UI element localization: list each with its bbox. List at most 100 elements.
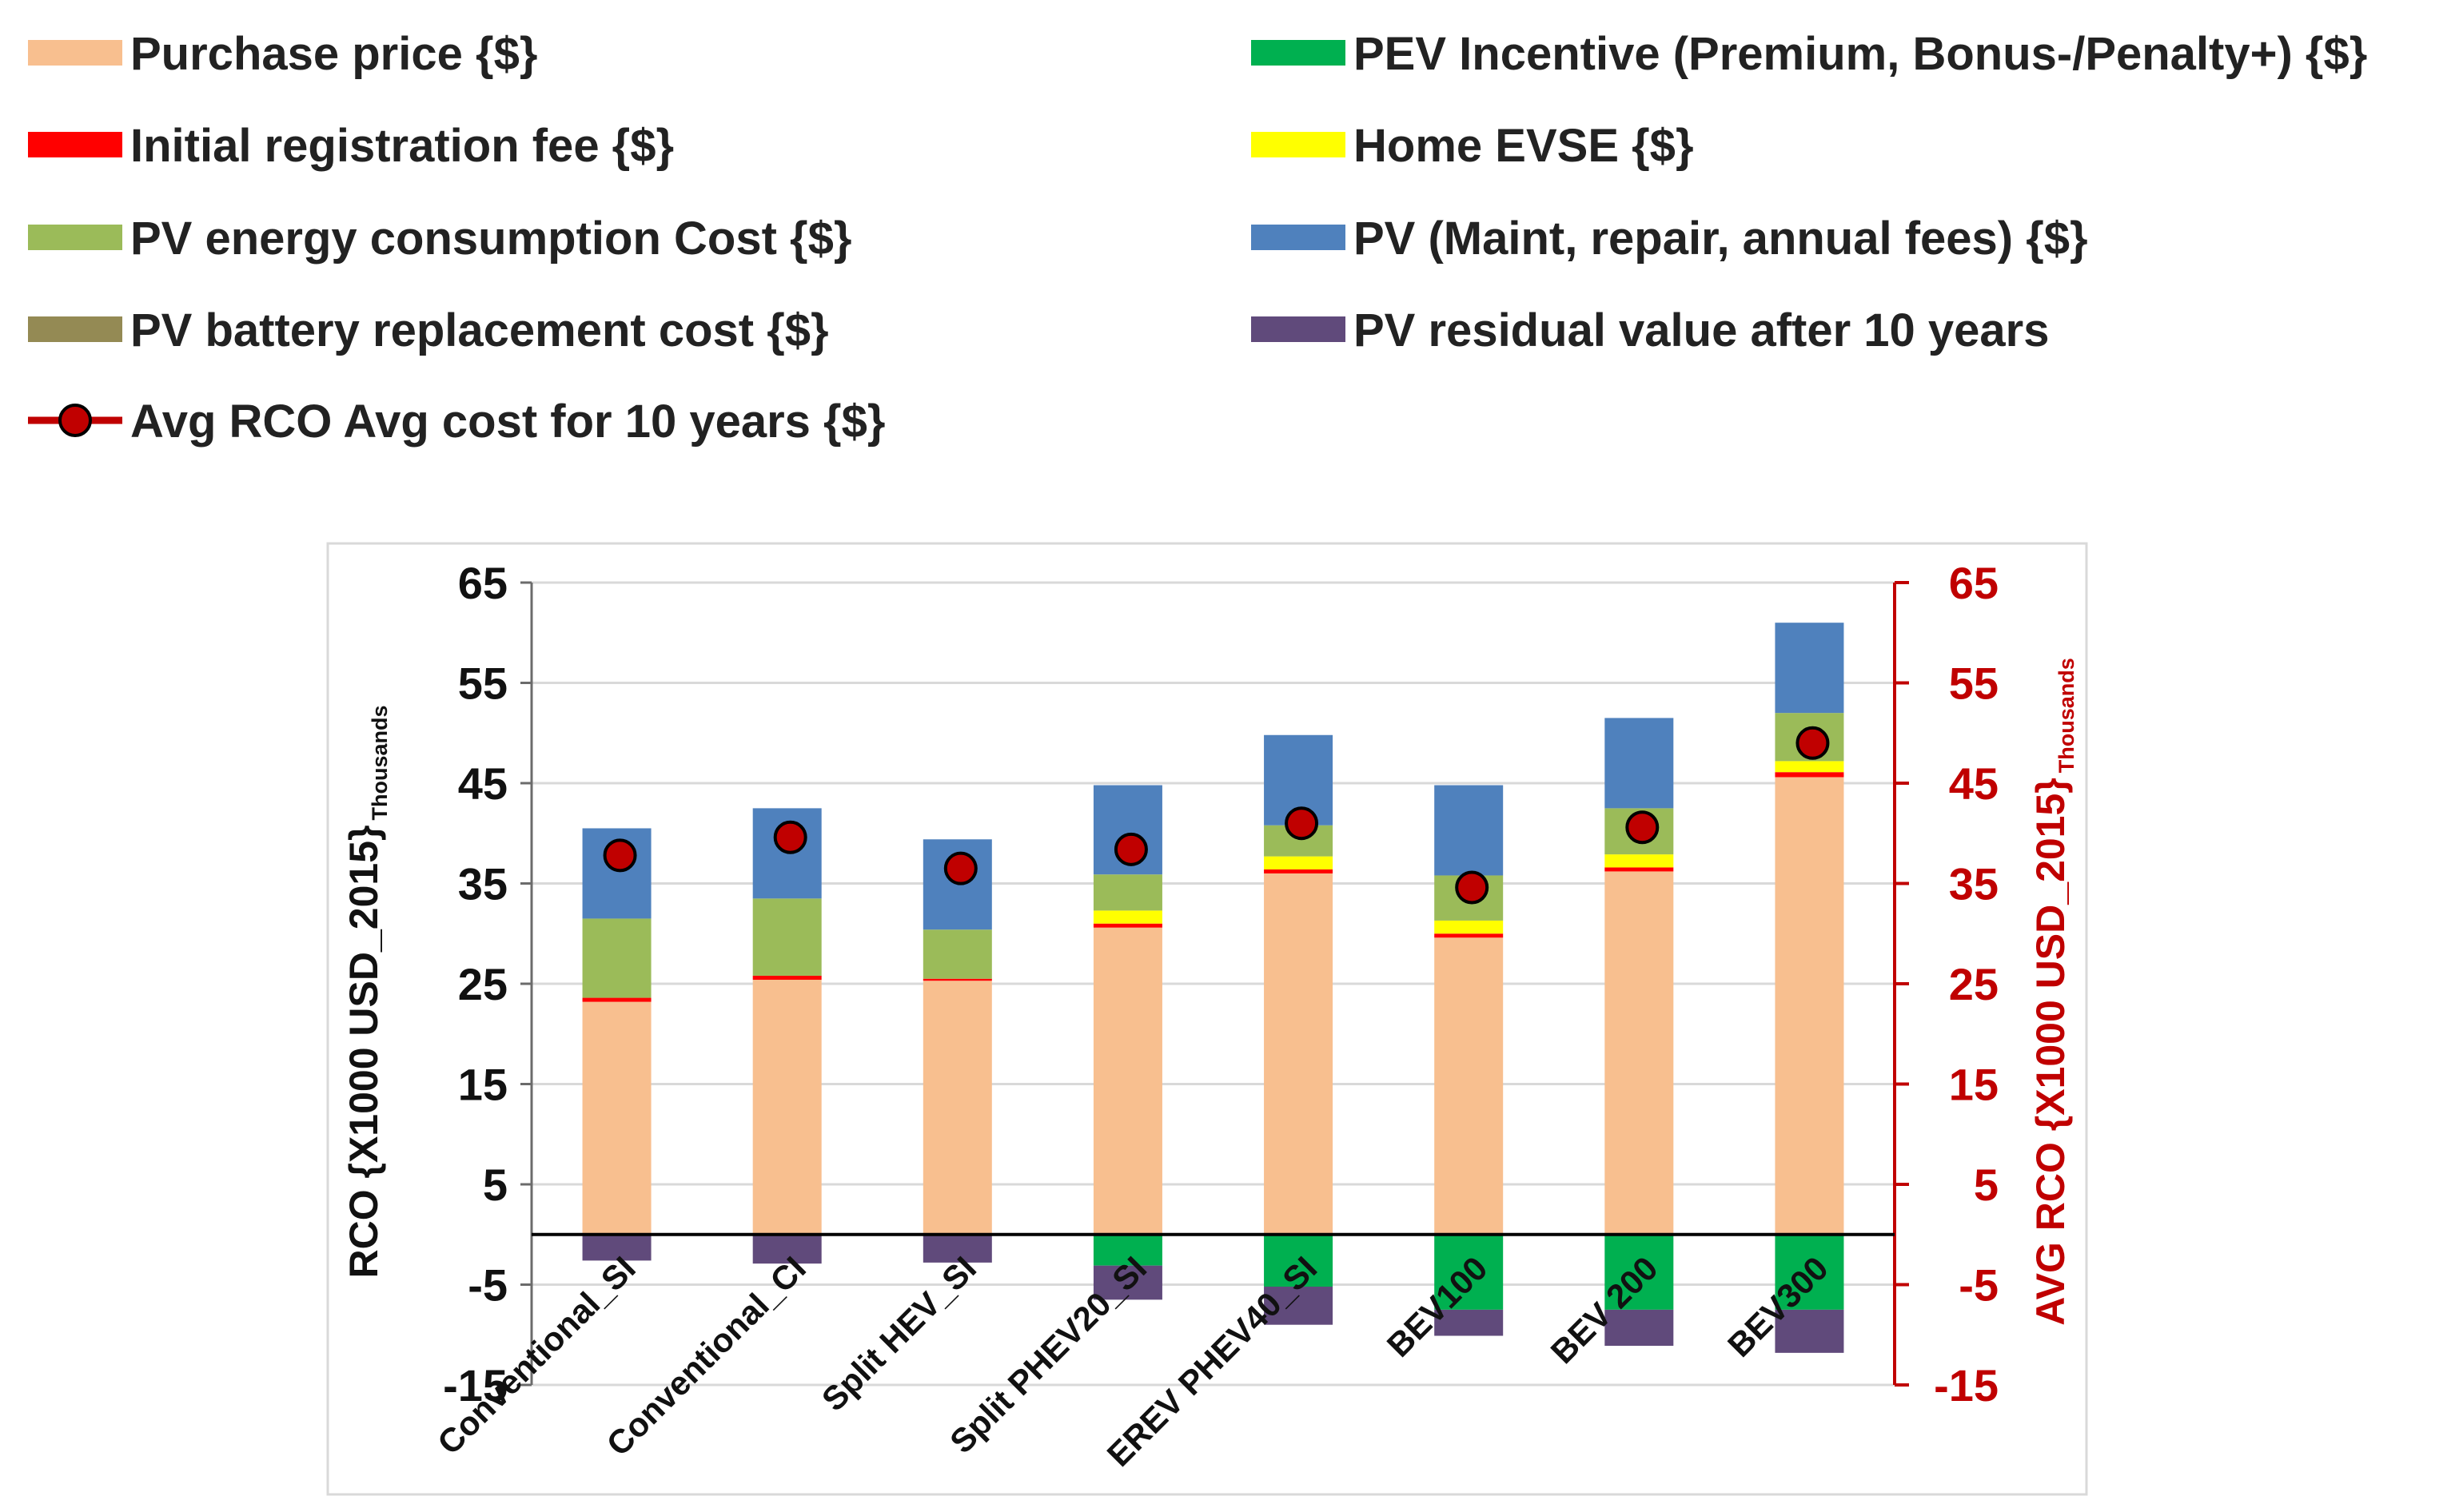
bar-segment-initial-registration-fee	[1775, 772, 1844, 778]
legend-item-pv-residual-value-after-10-years: PV residual value after 10 years	[1251, 304, 2050, 356]
avg-rco-marker	[603, 838, 637, 873]
legend-swatch	[28, 225, 122, 250]
bar-segment-purchase-price	[752, 979, 822, 1235]
bar-segment-initial-registration-fee	[582, 997, 652, 1002]
legend-label: Initial registration fee {$}	[130, 120, 674, 172]
legend-item-pev-incentive-premium-bonus-penalty: PEV Incentive (Premium, Bonus-/Penalty+)…	[1251, 28, 2367, 80]
legend-item-pv-energy-consumption-cost: PV energy consumption Cost {$}	[28, 213, 851, 265]
bar-segment-pv-residual-value-after-10-years	[582, 1234, 652, 1261]
bar-segment-initial-registration-fee	[1093, 923, 1162, 928]
bar-segment-home-evse	[1604, 854, 1674, 868]
legend-label: PV energy consumption Cost {$}	[130, 213, 851, 265]
bar-segment-purchase-price	[1264, 873, 1333, 1235]
bar-stack-conventional-ci	[752, 808, 822, 1264]
bar-stack-bev-200	[1604, 718, 1674, 1347]
bar-segment-initial-registration-fee	[1434, 933, 1504, 938]
bar-segment-pv-maint-repair-annual-fees	[1604, 718, 1674, 809]
bar-segment-pv-energy-consumption-cost	[923, 929, 992, 979]
bar-segment-pv-residual-value-after-10-years	[1434, 1309, 1504, 1336]
legend-item-home-evse: Home EVSE {$}	[1251, 120, 1694, 172]
bar-stack-bev100	[1434, 785, 1504, 1336]
bar-segment-purchase-price	[1775, 777, 1844, 1235]
bar-segment-home-evse	[1264, 856, 1333, 869]
right-axis-unit: Thousands	[2054, 658, 2078, 773]
left-tick-label: 35	[458, 859, 508, 909]
bar-segment-initial-registration-fee	[923, 978, 992, 981]
bar-segment-pv-energy-consumption-cost	[1093, 874, 1162, 911]
bar-segment-pev-incentive-premium-bonus-penalty	[1264, 1234, 1333, 1287]
bar-segment-pev-incentive-premium-bonus-penalty	[1434, 1234, 1504, 1310]
legend-marker-swatch	[58, 404, 92, 437]
left-tick-label: 15	[458, 1060, 508, 1110]
left-tick-label: -5	[468, 1260, 508, 1311]
bar-segment-home-evse	[1093, 910, 1162, 924]
right-tick-label: -5	[1959, 1260, 1999, 1311]
left-tick-label: 45	[458, 758, 508, 809]
legend-item-pv-maint-repair-annual-fees: PV (Maint, repair, annual fees) {$}	[1251, 213, 2088, 265]
legend-label: PV residual value after 10 years	[1353, 304, 2050, 356]
legend-swatch	[1251, 316, 1345, 342]
right-tick-label: 15	[1949, 1060, 1999, 1110]
bar-stack-conventional-si	[582, 828, 652, 1261]
stacked-bars	[582, 623, 1844, 1353]
right-tick-label: 25	[1949, 959, 1999, 1009]
bar-segment-pev-incentive-premium-bonus-penalty	[1093, 1234, 1162, 1266]
legend-item-pv-battery-replacement-cost: PV battery replacement cost {$}	[28, 304, 829, 356]
right-tick-label: 65	[1949, 558, 1999, 608]
left-tick-label: -15	[443, 1360, 508, 1411]
bar-segment-purchase-price	[582, 1001, 652, 1235]
bar-segment-purchase-price	[923, 981, 992, 1235]
chart-axes: 65 55 45 35 25 15 5 -5 -15 65 55 45 35 25 15 5 -5 -15 RCO …	[341, 558, 2078, 1411]
left-tick-label: 65	[458, 558, 508, 608]
legend-swatch	[1251, 40, 1345, 66]
bar-stack-split-hev-si	[923, 839, 992, 1263]
bar-segment-home-evse	[1434, 920, 1504, 934]
legend-swatch	[28, 132, 122, 157]
bar-segment-pv-residual-value-after-10-years	[1093, 1265, 1162, 1300]
bar-segment-initial-registration-fee	[1264, 869, 1333, 873]
bar-segment-pv-residual-value-after-10-years	[752, 1234, 822, 1264]
legend-label: PV (Maint, repair, annual fees) {$}	[1353, 213, 2088, 265]
avg-rco-marker	[1285, 806, 1319, 841]
chart-legend: Purchase price {$} Initial registration f…	[28, 28, 2367, 448]
bar-segment-pv-energy-consumption-cost	[752, 898, 822, 976]
legend-label: Avg RCO Avg cost for 10 years {$}	[130, 396, 885, 448]
bar-segment-pv-maint-repair-annual-fees	[1434, 785, 1504, 876]
bar-segment-purchase-price	[1604, 871, 1674, 1235]
legend-label: PEV Incentive (Premium, Bonus-/Penalty+)…	[1353, 28, 2367, 80]
right-tick-label: -15	[1934, 1360, 1999, 1411]
legend-swatch	[28, 316, 122, 342]
left-axis-title-text: RCO {X1000 USD_2015}	[341, 826, 386, 1279]
legend-item-purchase-price: Purchase price {$}	[28, 28, 537, 80]
right-tick-label: 55	[1949, 659, 1999, 709]
bar-segment-pv-maint-repair-annual-fees	[1775, 623, 1844, 714]
legend-item-avg-rco-avg-cost-for-10-years: Avg RCO Avg cost for 10 years {$}	[28, 396, 885, 448]
bar-segment-pv-residual-value-after-10-years	[1775, 1309, 1844, 1353]
legend-label: Purchase price {$}	[130, 28, 537, 80]
avg-rco-marker	[943, 851, 978, 885]
right-axis-title: AVG RCO {X1000 USD_2015} Thousands	[2028, 658, 2078, 1326]
bar-segment-purchase-price	[1093, 927, 1162, 1235]
bar-segment-pv-residual-value-after-10-years	[1264, 1287, 1333, 1325]
right-tick-label: 35	[1949, 859, 1999, 909]
legend-label: PV battery replacement cost {$}	[130, 304, 829, 356]
avg-rco-markers	[603, 726, 1830, 905]
bar-segment-initial-registration-fee	[752, 975, 822, 980]
bar-segment-initial-registration-fee	[1604, 867, 1674, 872]
left-axis-title: RCO {X1000 USD_2015} Thousands	[341, 705, 392, 1278]
bar-segment-pv-residual-value-after-10-years	[1604, 1309, 1674, 1347]
right-axis-title-text: AVG RCO {X1000 USD_2015}	[2028, 778, 2073, 1326]
right-tick-label: 5	[1974, 1160, 1999, 1210]
bar-segment-purchase-price	[1434, 937, 1504, 1235]
legend-swatch	[1251, 225, 1345, 250]
bar-segment-pev-incentive-premium-bonus-penalty	[1604, 1234, 1674, 1310]
avg-rco-marker	[1795, 726, 1830, 760]
left-tick-label: 55	[458, 659, 508, 709]
bar-stack-bev300	[1775, 623, 1844, 1353]
legend-label: Home EVSE {$}	[1353, 120, 1694, 172]
avg-rco-marker	[1455, 870, 1489, 905]
avg-rco-marker	[1114, 832, 1148, 866]
left-tick-label: 5	[483, 1160, 508, 1210]
bar-segment-pev-incentive-premium-bonus-penalty	[1775, 1234, 1844, 1310]
